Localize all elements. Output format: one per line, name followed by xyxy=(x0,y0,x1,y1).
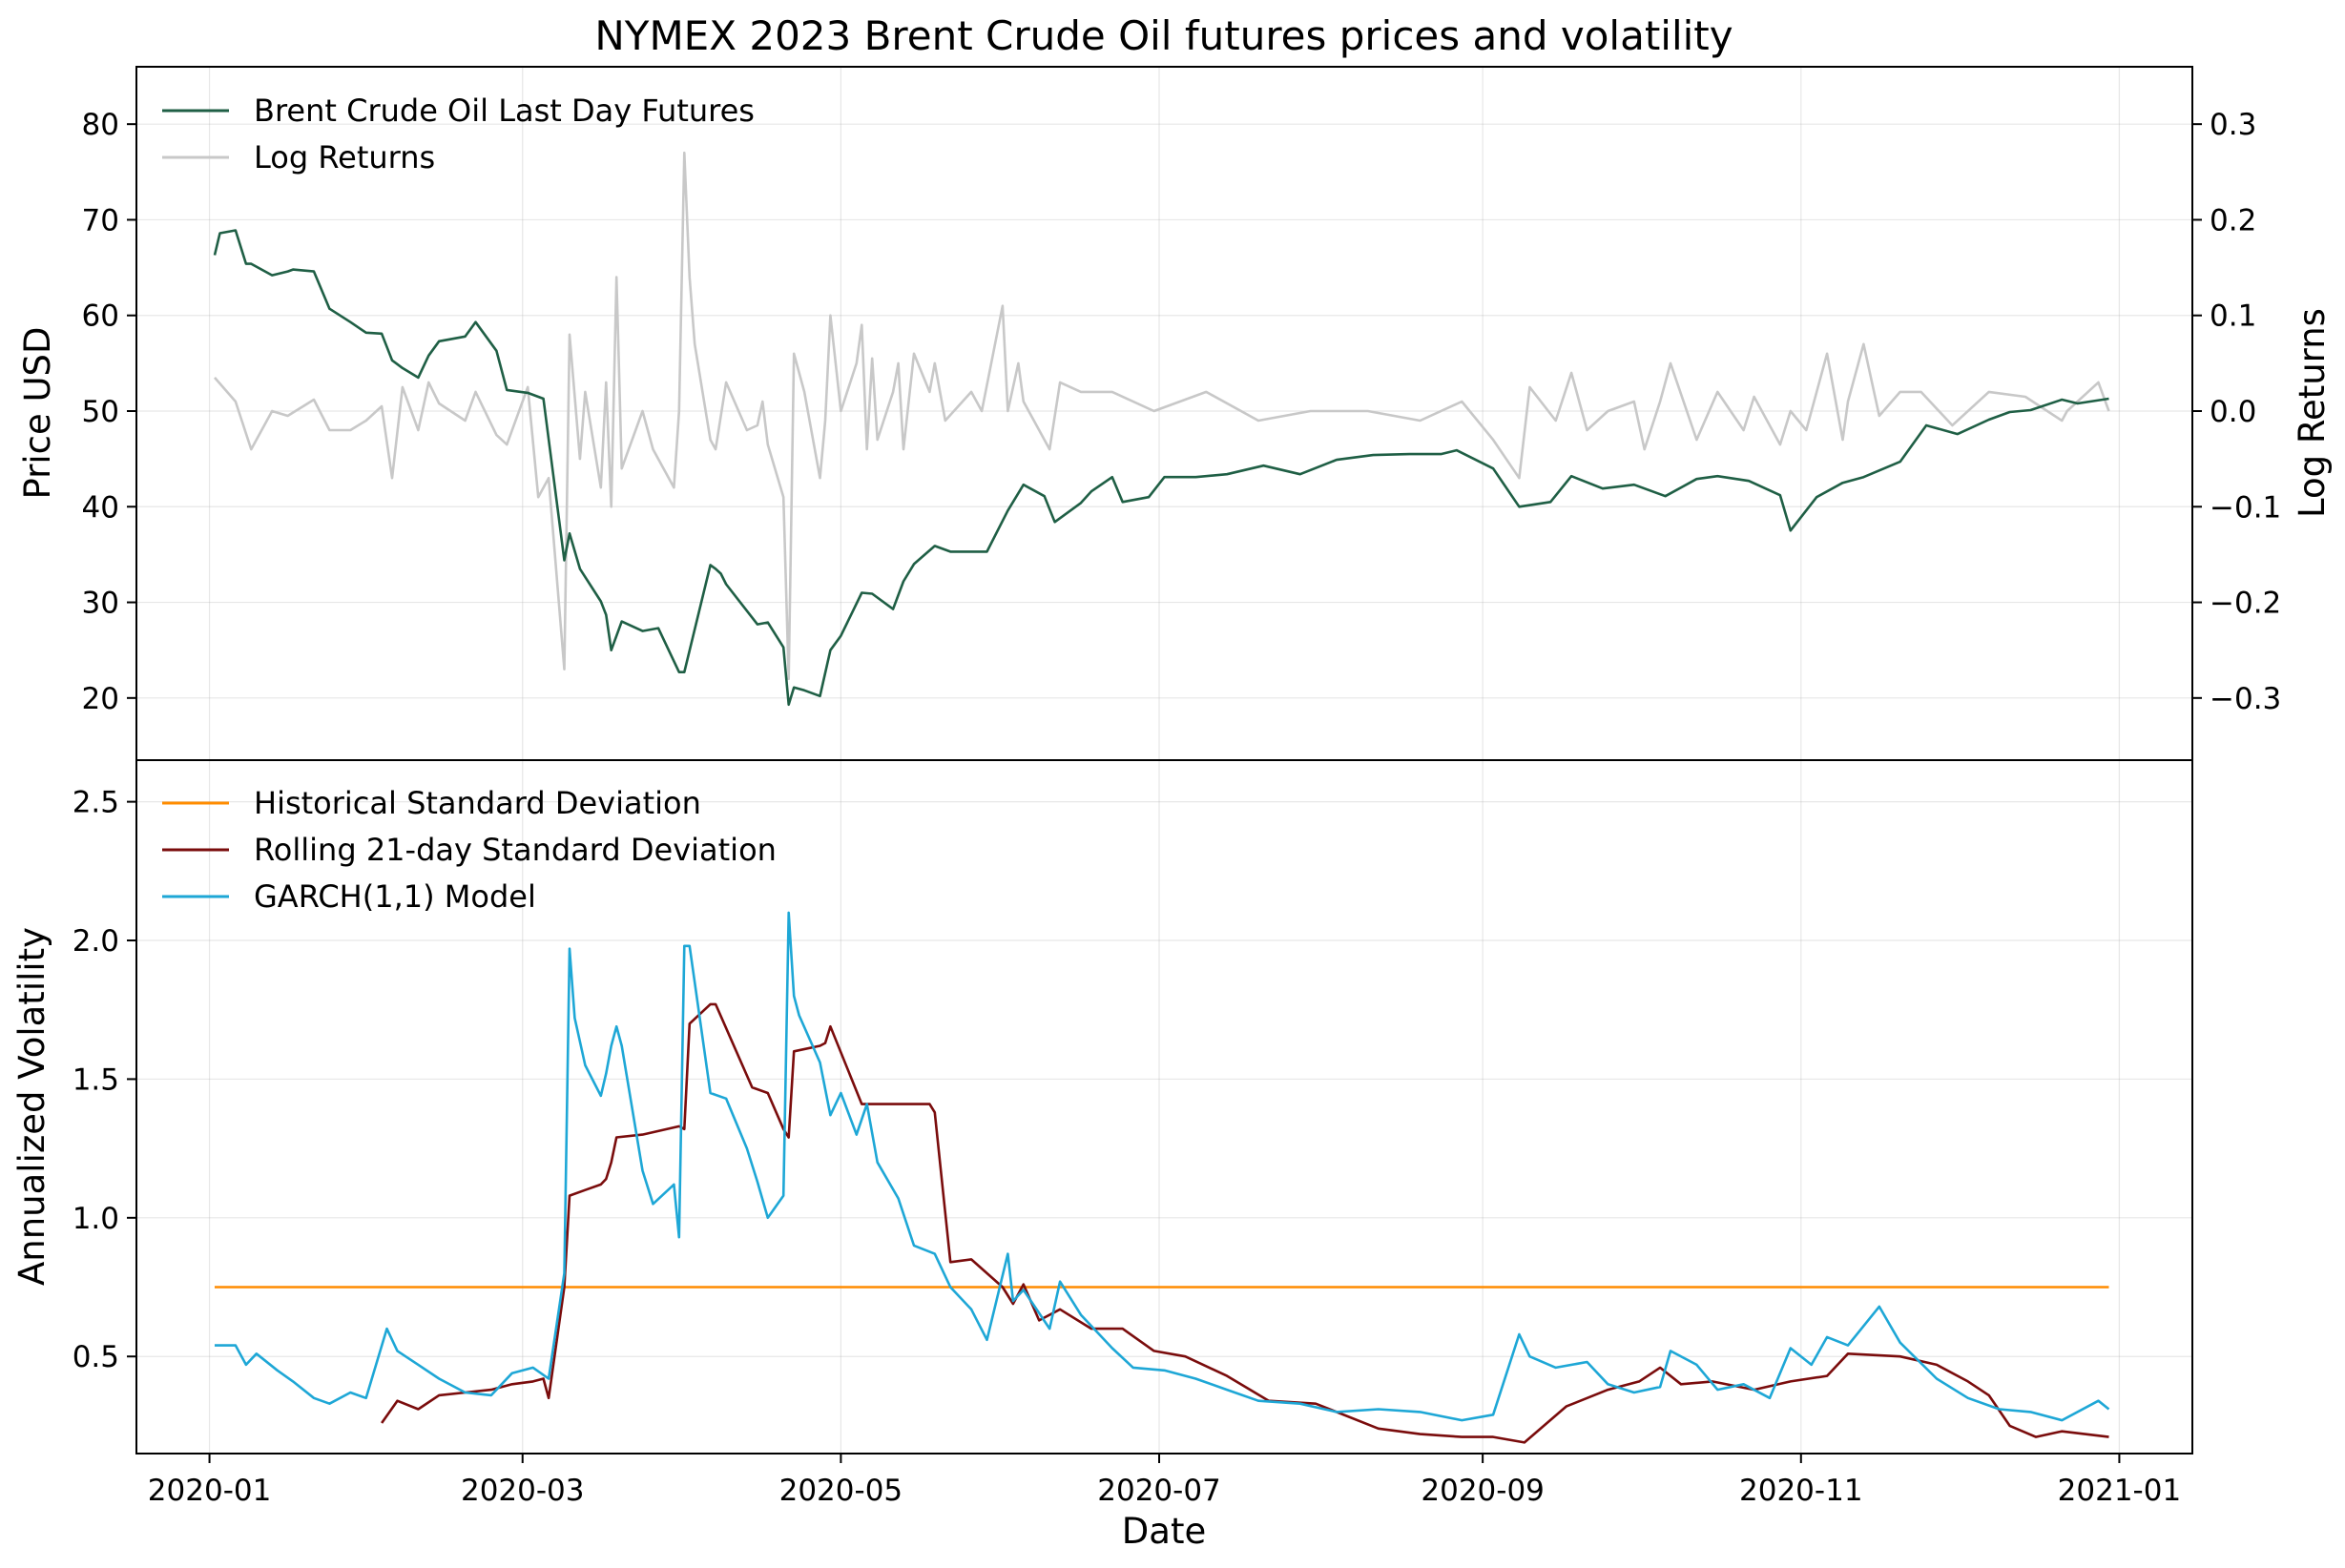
top-y-tick-label: 20 xyxy=(82,682,119,716)
bottom-panel-series xyxy=(215,911,2110,1444)
top-panel-series xyxy=(213,151,2110,707)
x-axis-label: Date xyxy=(1122,1511,1206,1552)
chart-title: NYMEX 2023 Brent Crude Oil futures price… xyxy=(594,12,1733,59)
bottom-y-tick-label: 2.0 xyxy=(73,924,119,959)
bottom-y-axis-label: Annualized Volatility xyxy=(11,927,52,1286)
bottom-panel-frame xyxy=(135,759,2193,1455)
legend-label-rolling-sd: Rolling 21-day Standard Deviation xyxy=(254,832,777,868)
legend-label-garch: GARCH(1,1) Model xyxy=(254,878,536,915)
x-tick-label: 2020-09 xyxy=(1421,1474,1545,1508)
top-y-right-axis-label: Log Returns xyxy=(2292,308,2333,518)
top-y-right-tick-label: −0.1 xyxy=(2210,490,2281,525)
legend-label-price: Brent Crude Oil Last Day Futures xyxy=(254,93,755,129)
x-axis-ticks: 2020-01 2020-03 2020-05 2020-07 2020-09 2020-… xyxy=(148,1454,2181,1508)
top-panel-grid xyxy=(136,67,2192,760)
series-line-brent-crude-oil-last-day-futures xyxy=(213,229,2109,707)
x-tick-label: 2020-03 xyxy=(461,1474,585,1508)
bottom-y-tick-label: 1.0 xyxy=(73,1202,119,1236)
top-legend: Brent Crude Oil Last Day Futures Log Ret… xyxy=(162,93,755,175)
top-y-tick-label: 70 xyxy=(82,203,119,237)
top-y-tick-label: 80 xyxy=(82,108,119,142)
series-line-rolling-21-day-standard-deviation xyxy=(381,1002,2109,1444)
top-y-axis-label: Price USD xyxy=(17,326,58,499)
x-tick-label: 2020-07 xyxy=(1097,1474,1221,1508)
x-tick-label: 2020-01 xyxy=(148,1474,272,1508)
legend-label-historical-sd: Historical Standard Deviation xyxy=(254,785,701,821)
bottom-y-tick-label: 0.5 xyxy=(73,1340,119,1374)
bottom-left-axis-ticks: 0.5 1.0 1.5 2.0 2.5 xyxy=(73,786,136,1374)
x-tick-label: 2021-01 xyxy=(2058,1474,2182,1508)
series-line-garch-1-1-model xyxy=(215,911,2110,1422)
top-y-tick-label: 60 xyxy=(82,299,119,334)
top-y-tick-label: 40 xyxy=(82,490,119,525)
top-y-tick-label: 30 xyxy=(82,587,119,621)
legend-label-log-returns: Log Returns xyxy=(254,139,435,175)
top-left-axis-ticks: 20 30 40 50 60 70 80 xyxy=(82,108,136,716)
bottom-y-tick-label: 2.5 xyxy=(73,786,119,820)
top-y-right-tick-label: 0.3 xyxy=(2210,108,2256,142)
top-y-right-tick-label: 0.2 xyxy=(2210,203,2256,237)
x-tick-label: 2020-11 xyxy=(1739,1474,1863,1508)
series-line-log-returns xyxy=(214,151,2110,681)
top-y-right-tick-label: −0.2 xyxy=(2210,587,2281,621)
bottom-y-tick-label: 1.5 xyxy=(73,1063,119,1097)
top-y-right-tick-label: −0.3 xyxy=(2210,682,2281,716)
top-y-tick-label: 50 xyxy=(82,395,119,429)
top-right-axis-ticks: −0.3 −0.2 −0.1 0.0 0.1 0.2 0.3 xyxy=(2192,108,2281,716)
bottom-legend: Historical Standard Deviation Rolling 21… xyxy=(162,785,777,915)
bottom-panel-grid xyxy=(136,760,2192,1454)
top-y-right-tick-label: 0.1 xyxy=(2210,299,2256,334)
x-tick-label: 2020-05 xyxy=(779,1474,903,1508)
top-y-right-tick-label: 0.0 xyxy=(2210,395,2256,429)
